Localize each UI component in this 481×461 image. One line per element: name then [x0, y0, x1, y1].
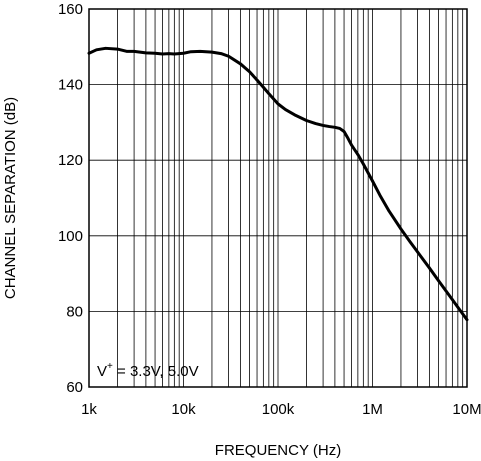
annotation-base: V [97, 363, 107, 380]
series-line [87, 46, 469, 322]
x-tick-label: 100k [262, 401, 295, 418]
y-tick-label: 140 [58, 77, 83, 94]
x-tick-label: 10k [171, 401, 196, 418]
x-axis-label: FREQUENCY (Hz) [215, 442, 341, 459]
y-tick-label: 100 [58, 228, 83, 245]
tick-labels: 1k 10k 100k 1M 10M 60 80 100 120 140 160 [58, 1, 481, 418]
grid [88, 8, 467, 388]
supply-voltage-annotation: V+ = 3.3V, 5.0V [97, 361, 199, 380]
x-tick-label: 1M [362, 401, 383, 418]
x-tick-label: 10M [452, 401, 481, 418]
y-tick-label: 80 [66, 303, 83, 320]
y-axis-label: CHANNEL SEPARATION (dB) [2, 97, 19, 299]
annotation-superscript: + [107, 361, 113, 372]
y-tick-label: 160 [58, 1, 83, 18]
annotation-rest: = 3.3V, 5.0V [113, 363, 199, 380]
x-tick-label: 1k [81, 401, 97, 418]
y-tick-label: 60 [66, 379, 83, 396]
plot-frame [88, 8, 468, 388]
y-tick-label: 120 [58, 152, 83, 169]
series [87, 46, 469, 322]
